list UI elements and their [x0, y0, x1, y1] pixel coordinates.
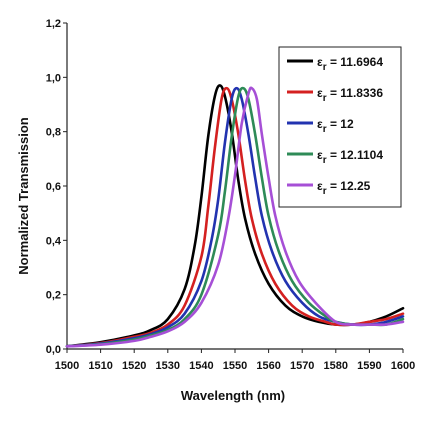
x-axis-title: Wavelength (nm): [181, 388, 285, 403]
y-tick-label: 0,0: [46, 344, 61, 356]
x-tick-label: 1580: [324, 360, 348, 372]
x-tick-label: 1510: [88, 360, 112, 372]
legend: εr = 11.6964 εr = 11.8336 εr = 12 εr = 12.1…: [278, 46, 402, 208]
x-tick-label: 1590: [357, 360, 381, 372]
y-tick-label: 1,2: [46, 18, 61, 30]
y-axis-title: Normalized Transmission: [16, 117, 31, 275]
legend-label: εr = 12.25: [317, 179, 371, 197]
x-tick-label: 1520: [122, 360, 146, 372]
legend-label: εr = 11.8336: [317, 86, 383, 104]
x-tick-label: 1500: [55, 360, 79, 372]
series-line-5: [65, 86, 405, 348]
y-tick-label: 0,2: [46, 290, 61, 302]
x-tick-label: 1570: [290, 360, 314, 372]
legend-label: εr = 12: [317, 117, 354, 135]
y-tick-label: 1,0: [46, 72, 61, 84]
series-line-2: [65, 86, 405, 348]
x-tick-label: 1560: [256, 360, 280, 372]
y-tick-label: 0,6: [46, 181, 61, 193]
legend-label: εr = 11.6964: [317, 55, 383, 73]
y-tick-label: 0,4: [46, 235, 62, 247]
x-tick-label: 1600: [391, 360, 415, 372]
curves: [65, 84, 405, 348]
x-tick-label: 1550: [223, 360, 247, 372]
x-tick-label: 1540: [189, 360, 213, 372]
x-tick-label: 1530: [156, 360, 180, 372]
axes: 1500 1510 1520 1530 1540 1550 1560 1570 1580 1590…: [46, 18, 416, 372]
y-tick-label: 0,8: [46, 127, 61, 139]
legend-box: [278, 46, 402, 208]
legend-label: εr = 12.1104: [317, 148, 383, 166]
